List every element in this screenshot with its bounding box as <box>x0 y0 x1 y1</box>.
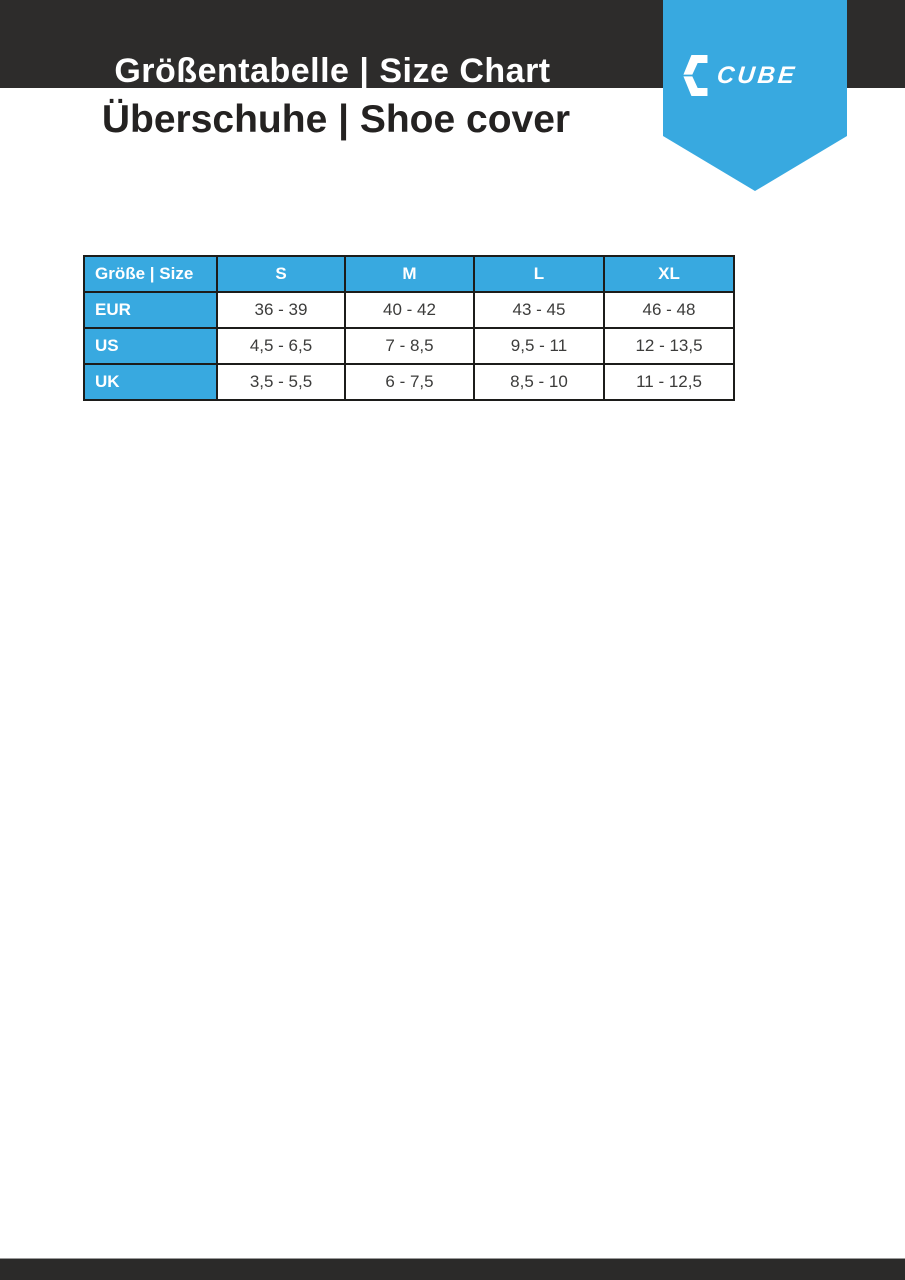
cell-us-xl: 12 - 13,5 <box>603 327 735 365</box>
cell-uk-xl: 11 - 12,5 <box>603 363 735 401</box>
cell-us-s: 4,5 - 6,5 <box>216 327 346 365</box>
cell-eur-s: 36 - 39 <box>216 291 346 329</box>
page-title: Größentabelle | Size Chart <box>114 52 551 90</box>
table-row-us: US 4,5 - 6,5 7 - 8,5 9,5 - 11 12 - 13,5 <box>83 327 735 365</box>
cube-wordmark: CUBE <box>715 61 799 89</box>
row-label-us: US <box>83 327 218 365</box>
cell-uk-s: 3,5 - 5,5 <box>216 363 346 401</box>
cell-eur-l: 43 - 45 <box>473 291 605 329</box>
ribbon-pennant-shape <box>663 0 847 191</box>
cell-eur-m: 40 - 42 <box>344 291 475 329</box>
row-label-uk: UK <box>83 363 218 401</box>
cell-uk-m: 6 - 7,5 <box>344 363 475 401</box>
cell-eur-xl: 46 - 48 <box>603 291 735 329</box>
brand-ribbon: CUBE <box>663 0 847 192</box>
table-header-m: M <box>344 255 475 293</box>
cell-us-l: 9,5 - 11 <box>473 327 605 365</box>
cube-logo: CUBE <box>680 55 799 96</box>
table-row-uk: UK 3,5 - 5,5 6 - 7,5 8,5 - 10 11 - 12,5 <box>83 363 735 401</box>
table-header-s: S <box>216 255 346 293</box>
cell-us-m: 7 - 8,5 <box>344 327 475 365</box>
footer-band <box>0 1258 905 1280</box>
table-row-eur: EUR 36 - 39 40 - 42 43 - 45 46 - 48 <box>83 291 735 329</box>
row-label-eur: EUR <box>83 291 218 329</box>
size-table: Größe | Size S M L XL EUR 36 - 39 40 - 4… <box>83 255 735 401</box>
table-header-size-label: Größe | Size <box>83 255 218 293</box>
size-table-header-row: Größe | Size S M L XL <box>83 255 735 293</box>
cube-logo-icon <box>683 55 708 96</box>
table-header-xl: XL <box>603 255 735 293</box>
cell-uk-l: 8,5 - 10 <box>473 363 605 401</box>
page-subtitle: Überschuhe | Shoe cover <box>101 98 571 141</box>
table-header-l: L <box>473 255 605 293</box>
